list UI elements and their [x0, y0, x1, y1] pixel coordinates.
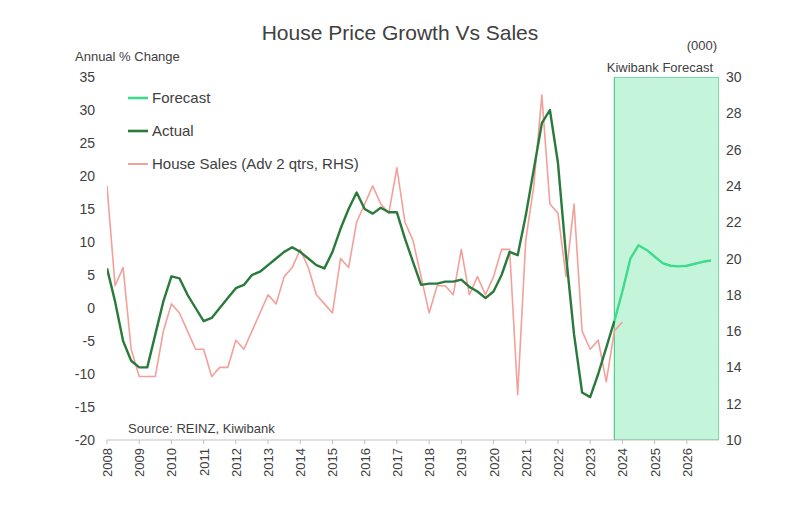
x-tick-label: 2010	[164, 448, 179, 477]
y2-tick-label: 20	[726, 251, 742, 267]
x-tick-label: 2026	[680, 448, 695, 477]
y2-axis-label: (000)	[687, 38, 717, 53]
x-tick-label: 2014	[293, 448, 308, 477]
x-axis-line	[107, 440, 719, 441]
y-tick-label: 25	[79, 135, 95, 151]
legend: Forecast Actual House Sales (Adv 2 qtrs, R…	[128, 89, 359, 172]
y-tick-label: 20	[79, 168, 95, 184]
y2-tick-label: 22	[726, 214, 742, 230]
source-note: Source: REINZ, Kiwibank	[128, 421, 275, 436]
chart: -20-15-10-505101520253035101214161820222…	[0, 0, 800, 510]
title: House Price Growth Vs Sales	[262, 21, 539, 44]
x-tick-label: 2024	[615, 448, 630, 477]
y2-tick-label: 18	[726, 287, 742, 303]
y-tick-label: 10	[79, 234, 95, 250]
y-tick-label: 5	[87, 267, 95, 283]
x-tick	[686, 440, 687, 444]
x-tick-label: 2013	[261, 448, 276, 477]
x-tick-label: 2009	[132, 448, 147, 477]
x-tick	[557, 440, 558, 444]
x-tick-label: 2021	[519, 448, 534, 477]
x-tick	[429, 440, 430, 444]
x-tick	[203, 440, 204, 444]
x-tick-label: 2012	[229, 448, 244, 477]
x-tick	[235, 440, 236, 444]
x-tick	[525, 440, 526, 444]
y-tick-label: 30	[79, 102, 95, 118]
forecast-region	[614, 77, 719, 440]
x-tick-label: 2017	[390, 448, 405, 477]
y-tick-label: -15	[75, 399, 95, 415]
x-tick-label: 2018	[422, 448, 437, 477]
y2-tick-label: 16	[726, 323, 742, 339]
x-tick-label: 2008	[100, 448, 115, 477]
x-tick	[396, 440, 397, 444]
legend-swatch	[128, 130, 148, 133]
x-tick-label: 2016	[358, 448, 373, 477]
y2-tick-label: 30	[726, 69, 742, 85]
x-tick	[364, 440, 365, 444]
x-tick	[332, 440, 333, 444]
y-tick-label: -10	[75, 366, 95, 382]
y-axis-label: Annual % Change	[75, 49, 180, 64]
x-tick	[139, 440, 140, 444]
x-tick	[461, 440, 462, 444]
legend-swatch	[128, 163, 148, 165]
x-tick	[171, 440, 172, 444]
x-tick-label: 2020	[487, 448, 502, 477]
series-line	[107, 95, 622, 394]
x-tick	[107, 440, 108, 444]
x-tick-label: 2015	[325, 448, 340, 477]
x-tick	[493, 440, 494, 444]
y2-tick-label: 12	[726, 396, 742, 412]
x-tick-label: 2025	[648, 448, 663, 477]
x-tick	[268, 440, 269, 444]
y2-tick-label: 24	[726, 178, 742, 194]
legend-label: Forecast	[152, 89, 211, 106]
y2-tick-label: 26	[726, 142, 742, 158]
y2-tick-label: 10	[726, 432, 742, 448]
forecast-label: Kiwibank Forecast	[607, 60, 714, 75]
x-tick-label: 2019	[454, 448, 469, 477]
y2-tick-label: 14	[726, 359, 742, 375]
x-tick	[590, 440, 591, 444]
series-line	[107, 110, 614, 397]
y-tick-label: 35	[79, 69, 95, 85]
x-tick-label: 2022	[551, 448, 566, 477]
plot-area	[107, 77, 719, 440]
legend-swatch	[128, 97, 148, 100]
y-tick-label: 0	[87, 300, 95, 316]
x-tick	[622, 440, 623, 444]
series-line	[614, 245, 711, 321]
y-tick-label: -5	[83, 333, 96, 349]
x-tick-label: 2011	[197, 448, 212, 476]
legend-label: Actual	[152, 122, 194, 139]
x-tick-label: 2023	[583, 448, 598, 477]
x-tick	[300, 440, 301, 444]
y-tick-label: -20	[75, 432, 95, 448]
y-tick-label: 15	[79, 201, 95, 217]
x-tick	[654, 440, 655, 444]
legend-label: House Sales (Adv 2 qtrs, RHS)	[152, 155, 359, 172]
y2-tick-label: 28	[726, 105, 742, 121]
